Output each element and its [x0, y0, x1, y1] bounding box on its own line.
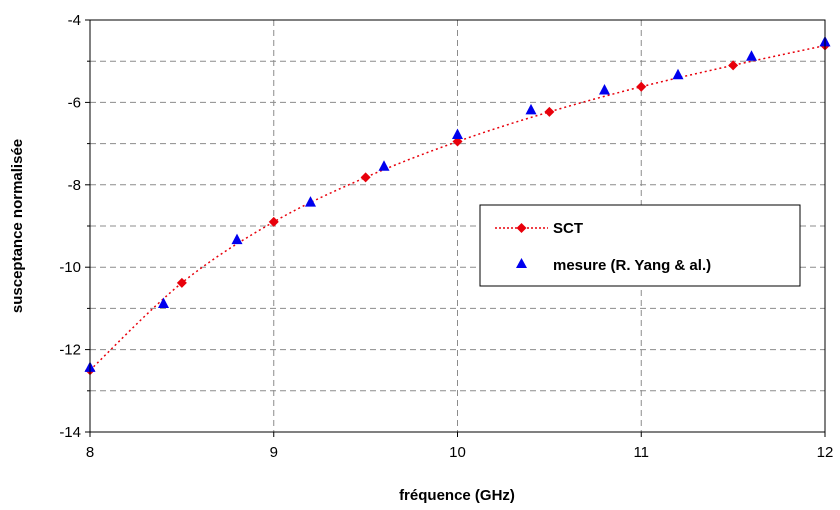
legend: SCT mesure (R. Yang & al.)	[479, 204, 801, 287]
legend-sct-diamond-icon	[516, 223, 527, 233]
x-axis-title: fréquence (GHz)	[399, 487, 515, 504]
y-tick-label: -4	[68, 12, 81, 29]
mesure-point	[231, 233, 243, 245]
mesure-point	[672, 68, 684, 80]
y-axis-title: susceptance normalisée	[9, 139, 26, 313]
sct-point	[452, 136, 463, 147]
x-tick-labels: 8 9 10 11 12	[86, 444, 834, 461]
mesure-point	[746, 50, 757, 61]
x-tick-label: 9	[270, 444, 278, 461]
sct-point	[636, 81, 647, 92]
sct-point	[728, 60, 739, 71]
mesure-point	[452, 128, 463, 140]
x-tick-label: 8	[86, 444, 94, 461]
mesure-point	[378, 160, 390, 171]
x-tick-label: 12	[817, 444, 834, 461]
y-tick-labels: -14 -12 -10 -8 -6 -4	[59, 12, 81, 441]
legend-box	[479, 204, 801, 287]
sct-point	[268, 216, 279, 227]
legend-mesure-label: mesure (R. Yang & al.)	[553, 257, 711, 274]
sct-point	[360, 172, 371, 183]
y-tick-label: -8	[68, 177, 81, 194]
mesure-point	[525, 103, 537, 115]
tick-marks	[85, 19, 826, 437]
x-tick-label: 11	[633, 444, 649, 461]
mesure-point	[158, 297, 169, 308]
y-tick-label: -14	[59, 424, 81, 441]
legend-sct-label: SCT	[553, 220, 583, 237]
y-tick-label: -12	[59, 342, 81, 359]
x-tick-label: 10	[449, 444, 466, 461]
sct-point	[544, 106, 555, 117]
y-tick-label: -6	[68, 94, 81, 111]
legend-mesure-triangle-icon	[516, 258, 527, 268]
mesure-point	[305, 196, 316, 207]
mesure-point	[599, 84, 610, 95]
series-layer	[84, 35, 831, 376]
sct-point	[176, 277, 187, 288]
plot-border	[89, 19, 826, 433]
y-tick-label: -10	[59, 259, 81, 276]
